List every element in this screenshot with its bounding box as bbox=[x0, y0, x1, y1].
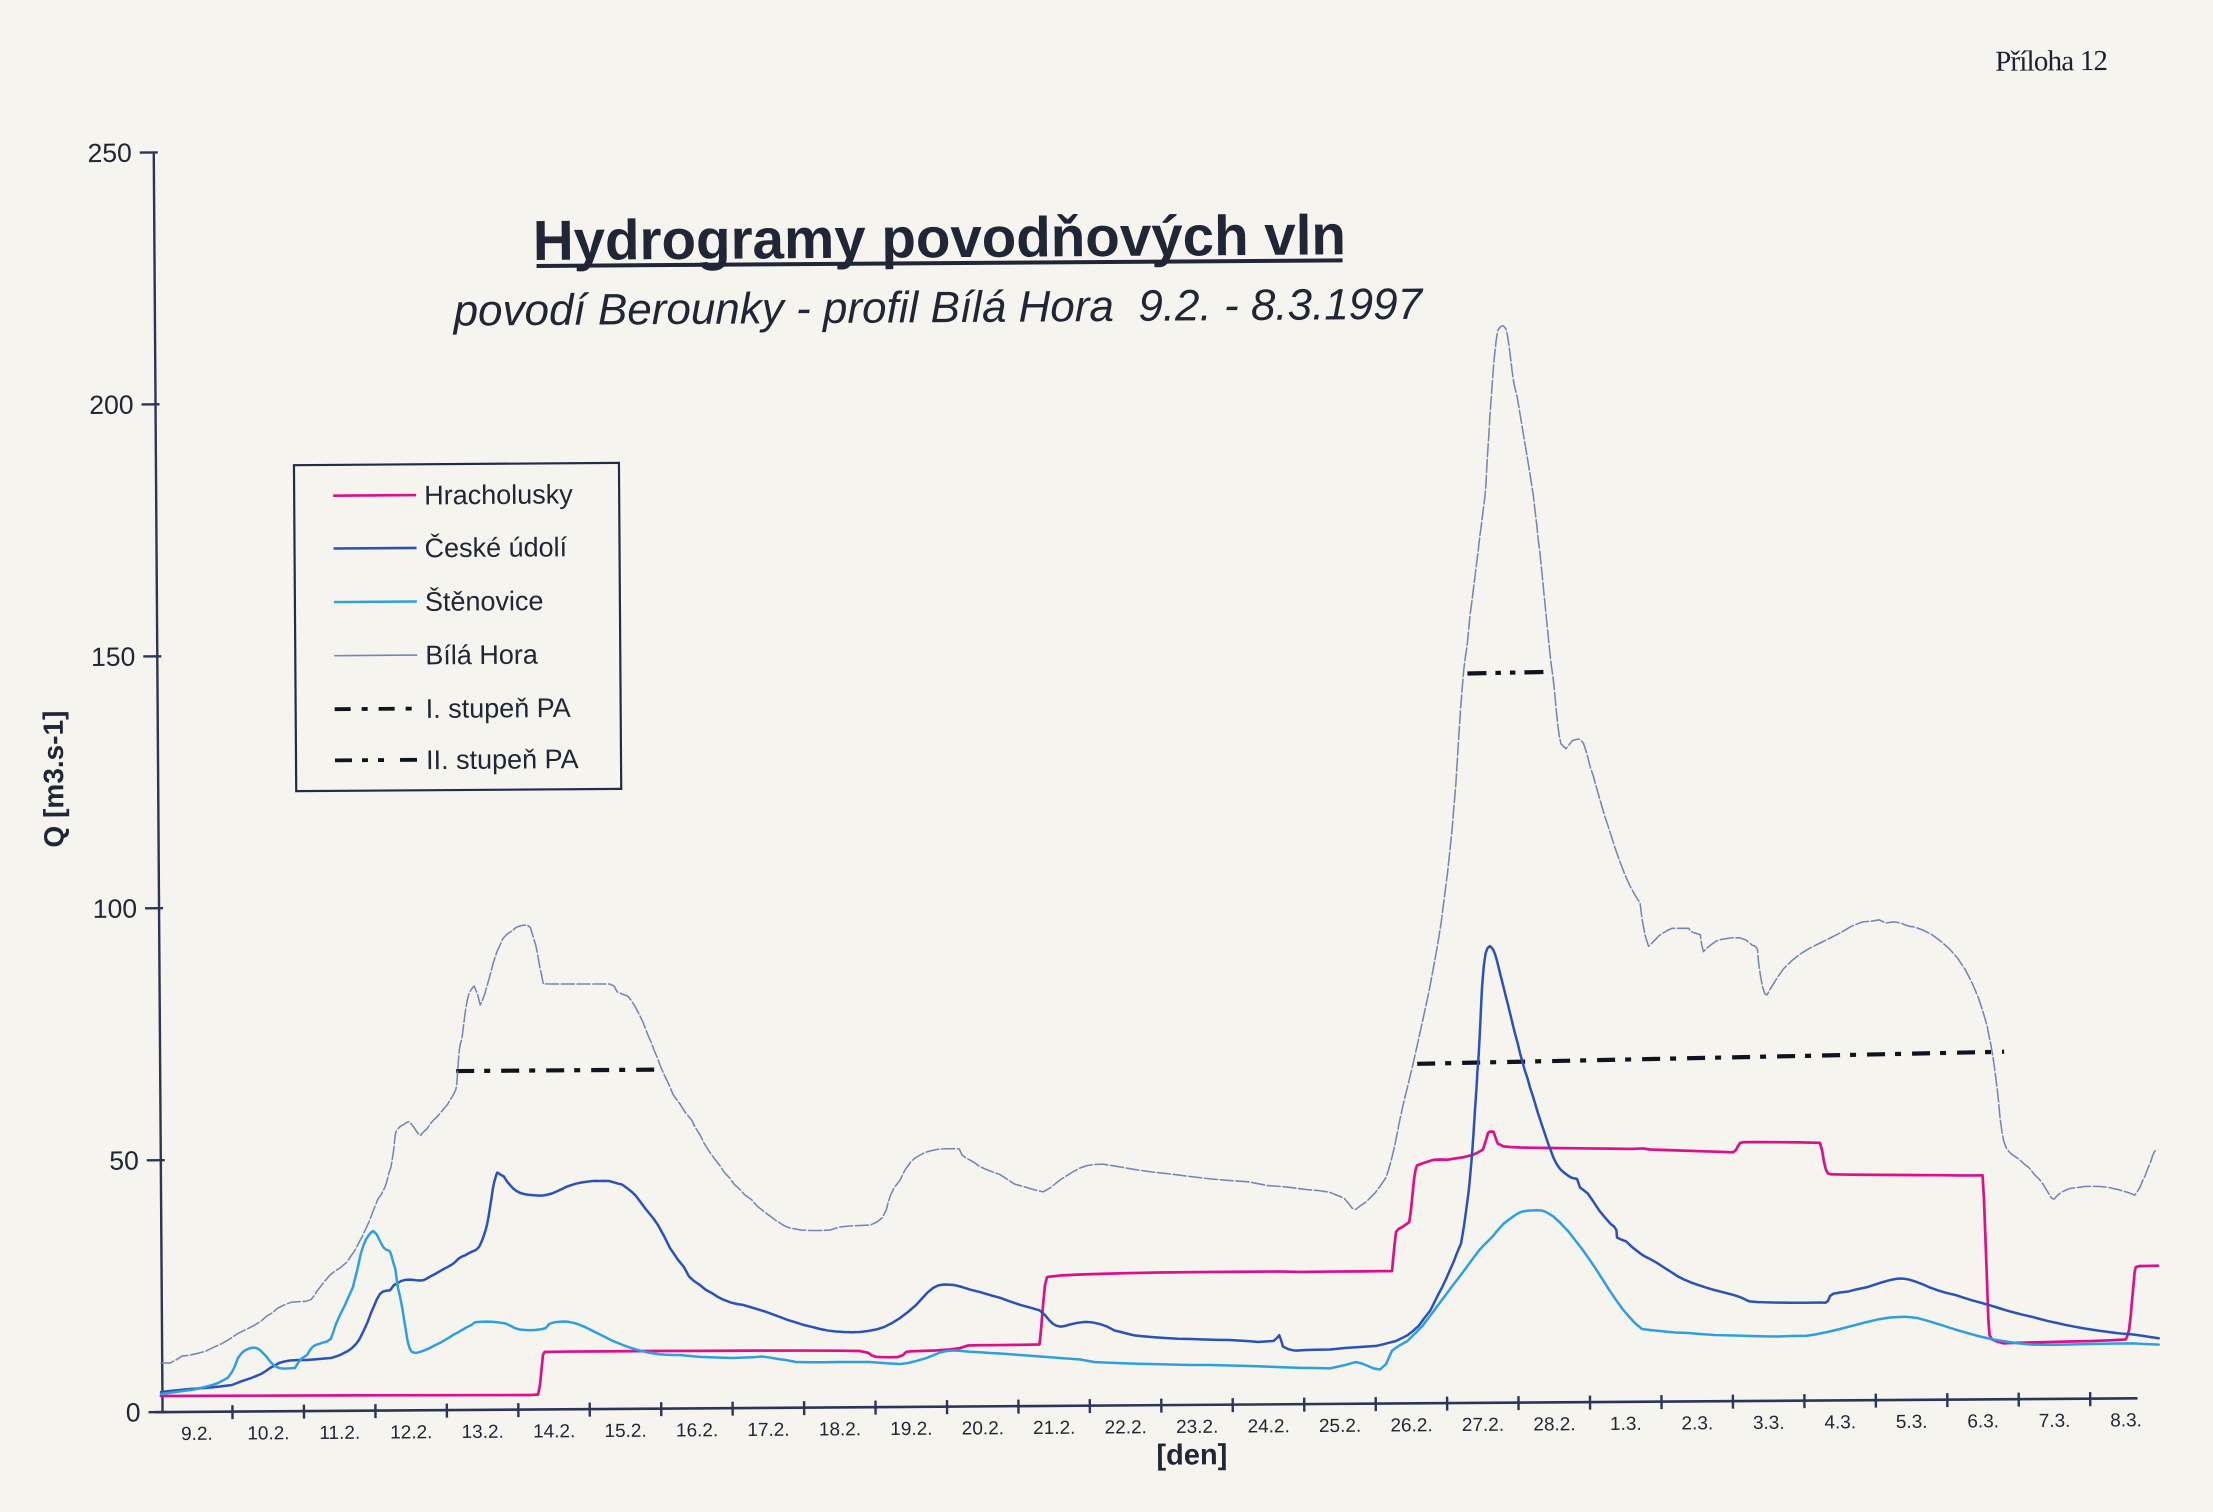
svg-text:8.3.: 8.3. bbox=[2110, 1410, 2142, 1431]
svg-text:11.2.: 11.2. bbox=[319, 1423, 360, 1444]
svg-text:I. stupeň PA: I. stupeň PA bbox=[426, 693, 571, 724]
svg-text:1.3.: 1.3. bbox=[1610, 1414, 1642, 1435]
svg-text:22.2.: 22.2. bbox=[1105, 1417, 1147, 1438]
svg-text:200: 200 bbox=[89, 390, 133, 420]
svg-text:3.3.: 3.3. bbox=[1753, 1413, 1785, 1434]
svg-text:Hracholusky: Hracholusky bbox=[424, 479, 573, 510]
svg-text:Q [m3.s-1]: Q [m3.s-1] bbox=[38, 710, 70, 847]
svg-text:2.3.: 2.3. bbox=[1681, 1413, 1713, 1434]
svg-text:[den]: [den] bbox=[1156, 1439, 1227, 1471]
svg-text:16.2.: 16.2. bbox=[676, 1420, 718, 1441]
svg-text:24.2.: 24.2. bbox=[1247, 1416, 1289, 1437]
svg-text:100: 100 bbox=[93, 894, 137, 924]
svg-text:15.2.: 15.2. bbox=[604, 1421, 646, 1442]
svg-text:II. stupeň PA: II. stupeň PA bbox=[426, 744, 579, 775]
svg-text:povodí Berounky - profil Bílá: povodí Berounky - profil Bílá Hora 9.2. … bbox=[451, 280, 1423, 336]
svg-text:4.3.: 4.3. bbox=[1824, 1412, 1856, 1433]
svg-text:České údolí: České údolí bbox=[424, 531, 567, 563]
svg-text:0: 0 bbox=[126, 1397, 141, 1427]
svg-text:Bílá Hora: Bílá Hora bbox=[425, 640, 539, 671]
svg-text:25.2.: 25.2. bbox=[1319, 1416, 1361, 1437]
svg-text:150: 150 bbox=[91, 642, 135, 672]
svg-text:23.2.: 23.2. bbox=[1176, 1417, 1218, 1438]
svg-text:18.2.: 18.2. bbox=[819, 1419, 861, 1440]
svg-text:Štěnovice: Štěnovice bbox=[425, 585, 544, 617]
svg-text:250: 250 bbox=[87, 138, 131, 168]
svg-text:19.2.: 19.2. bbox=[890, 1419, 932, 1440]
svg-text:Příloha 12: Příloha 12 bbox=[1995, 45, 2107, 78]
svg-text:14.2.: 14.2. bbox=[533, 1421, 575, 1442]
svg-text:50: 50 bbox=[109, 1146, 139, 1176]
svg-text:6.3.: 6.3. bbox=[1967, 1411, 1999, 1432]
svg-text:21.2.: 21.2. bbox=[1033, 1418, 1075, 1439]
svg-text:20.2.: 20.2. bbox=[962, 1418, 1004, 1439]
svg-text:27.2.: 27.2. bbox=[1462, 1415, 1504, 1436]
svg-text:13.2.: 13.2. bbox=[462, 1422, 504, 1443]
svg-text:10.2.: 10.2. bbox=[247, 1423, 289, 1444]
svg-text:28.2.: 28.2. bbox=[1533, 1414, 1575, 1435]
svg-text:26.2.: 26.2. bbox=[1390, 1415, 1432, 1436]
svg-text:17.2.: 17.2. bbox=[747, 1420, 789, 1441]
svg-text:7.3.: 7.3. bbox=[2039, 1411, 2071, 1432]
svg-text:5.3.: 5.3. bbox=[1896, 1412, 1928, 1433]
svg-text:9.2.: 9.2. bbox=[181, 1424, 213, 1445]
svg-text:12.2.: 12.2. bbox=[390, 1422, 432, 1443]
